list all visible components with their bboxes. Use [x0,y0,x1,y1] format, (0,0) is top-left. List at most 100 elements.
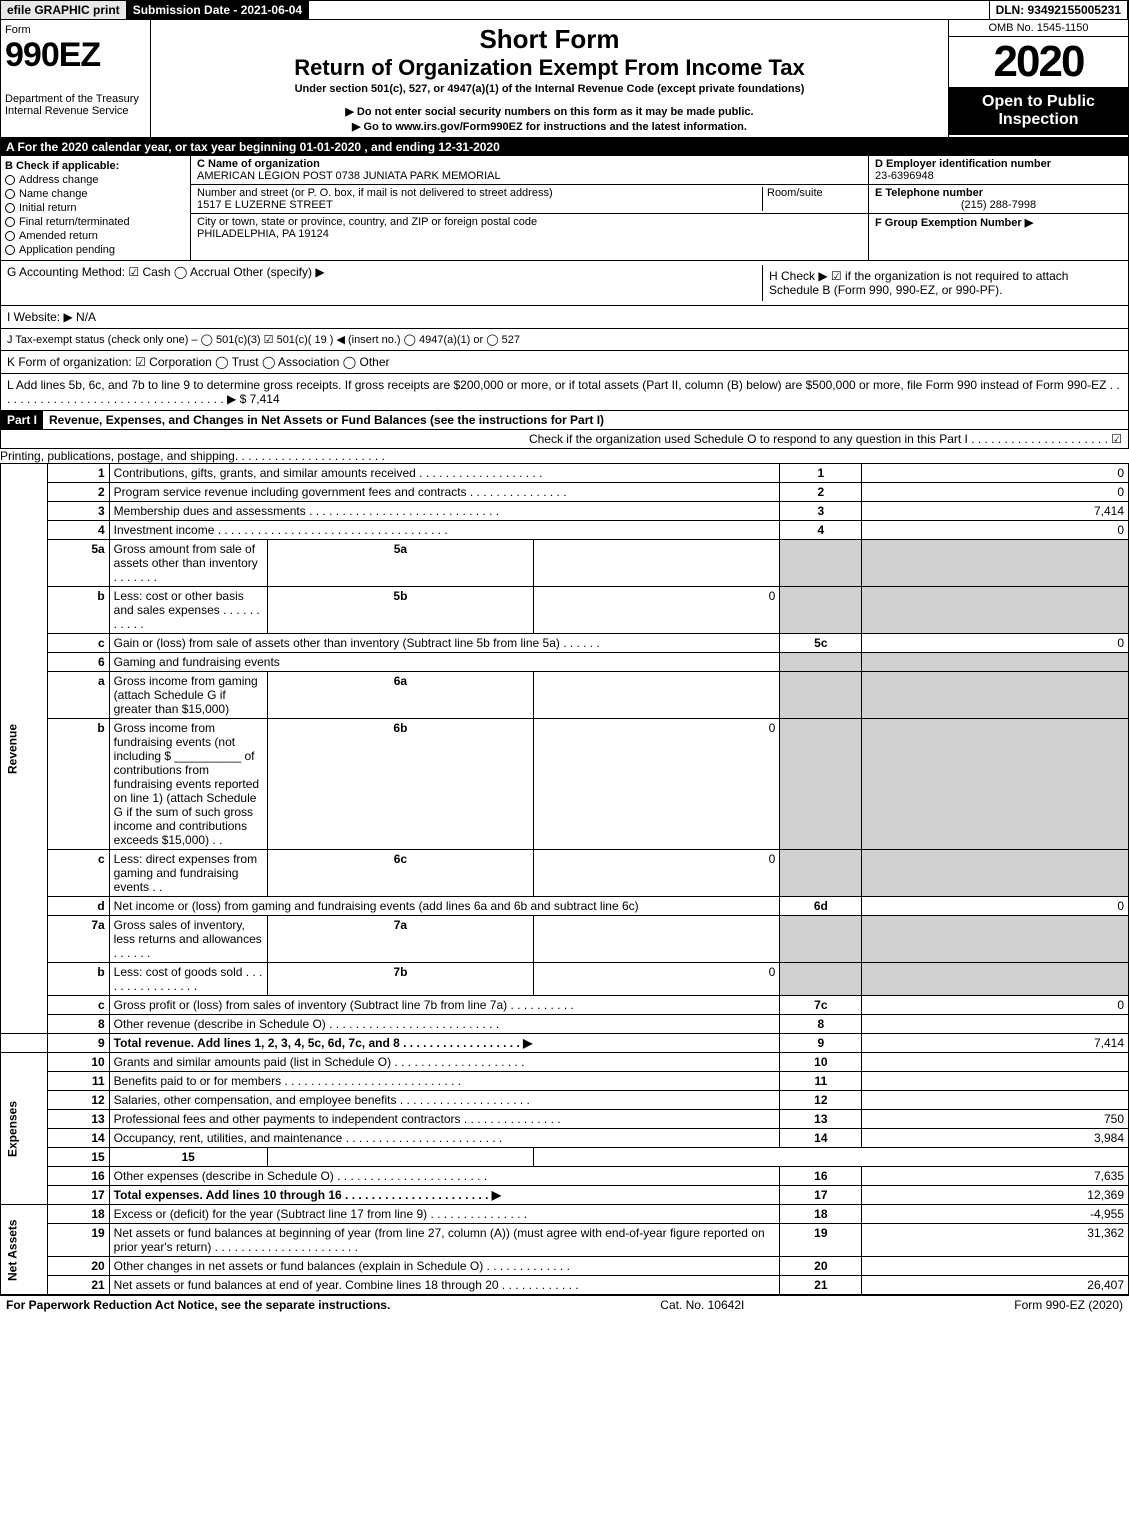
l18-col: 18 [780,1205,862,1224]
l17-col: 17 [780,1186,862,1205]
l5a-desc: Gross amount from sale of assets other t… [109,540,267,587]
l12-num: 12 [48,1091,110,1110]
b-opt-amended-label: Amended return [19,230,98,242]
l12-desc: Salaries, other compensation, and employ… [109,1091,780,1110]
l7b-desc: Less: cost of goods sold . . . . . . . .… [109,963,267,996]
l14-col: 14 [780,1129,862,1148]
l19-desc: Net assets or fund balances at beginning… [109,1224,780,1257]
l21-amt: 26,407 [862,1276,1129,1295]
l20-amt [862,1257,1129,1276]
l9-desc: Total revenue. Add lines 1, 2, 3, 4, 5c,… [109,1034,780,1053]
l18-num: 18 [48,1205,110,1224]
goto-link[interactable]: ▶ Go to www.irs.gov/Form990EZ for instru… [159,120,940,133]
l13-col: 13 [780,1110,862,1129]
l7a-desc: Gross sales of inventory, less returns a… [109,916,267,963]
l6d-amt: 0 [862,897,1129,916]
org-street: 1517 E LUZERNE STREET [197,199,333,211]
b-opt-initial[interactable]: Initial return [5,202,186,214]
b-opt-address[interactable]: Address change [5,174,186,186]
l6b-desc: Gross income from fundraising events (no… [109,719,267,850]
l7a-shade [780,916,862,963]
l6d-desc: Net income or (loss) from gaming and fun… [109,897,780,916]
footer-right: Form 990-EZ (2020) [1014,1298,1123,1312]
b-opt-amended[interactable]: Amended return [5,230,186,242]
submission-date: Submission Date - 2021-06-04 [127,1,309,19]
short-form-title: Short Form [159,24,940,55]
l7c-amt: 0 [862,996,1129,1015]
l7b-num: b [48,963,110,996]
l5c-col: 5c [780,634,862,653]
l21-num: 21 [48,1276,110,1295]
b-opt-pending[interactable]: Application pending [5,244,186,256]
line-j: J Tax-exempt status (check only one) – ◯… [0,329,1129,351]
l5a-shade [780,540,862,587]
b-opt-final[interactable]: Final return/terminated [5,216,186,228]
l14-amt: 3,984 [862,1129,1129,1148]
l5b-boxval: 0 [534,587,780,634]
line-l: L Add lines 5b, 6c, and 7b to line 9 to … [0,374,1129,411]
footer: For Paperwork Reduction Act Notice, see … [0,1295,1129,1314]
l6c-num: c [48,850,110,897]
l5c-desc: Gain or (loss) from sale of assets other… [109,634,780,653]
l6-num: 6 [48,653,110,672]
l5a-amt-shade [862,540,1129,587]
l11-amt [862,1072,1129,1091]
l8-col: 8 [780,1015,862,1034]
l2-amt: 0 [862,483,1129,502]
l17-amt: 12,369 [862,1186,1129,1205]
l3-num: 3 [48,502,110,521]
l15-col: 15 [109,1148,267,1167]
financial-table: Revenue 1 Contributions, gifts, grants, … [0,463,1129,1295]
l5c-num: c [48,634,110,653]
form-number: 990EZ [5,36,146,75]
l1-desc: Contributions, gifts, grants, and simila… [109,464,780,483]
l16-desc: Other expenses (describe in Schedule O) … [109,1167,780,1186]
l6c-box: 6c [267,850,534,897]
l6a-desc: Gross income from gaming (attach Schedul… [109,672,267,719]
l19-amt: 31,362 [862,1224,1129,1257]
b-opt-final-label: Final return/terminated [19,216,130,228]
l7b-box: 7b [267,963,534,996]
l1-col: 1 [780,464,862,483]
section-d-e-f: D Employer identification number 23-6396… [868,156,1128,260]
omb-number: OMB No. 1545-1150 [949,20,1128,37]
l10-col: 10 [780,1053,862,1072]
g-h-block: G Accounting Method: ☑ Cash ◯ Accrual Ot… [0,261,1129,306]
l10-desc: Grants and similar amounts paid (list in… [109,1053,780,1072]
open-inspection: Open to Public Inspection [949,87,1128,135]
l3-col: 3 [780,502,862,521]
c-name-label: C Name of organization [197,158,320,170]
l7b-amt-shade [862,963,1129,996]
b-opt-initial-label: Initial return [19,202,76,214]
part1-title: Revenue, Expenses, and Changes in Net As… [43,411,610,429]
l5b-desc: Less: cost or other basis and sales expe… [109,587,267,634]
part1-checkline: Check if the organization used Schedule … [0,430,1129,449]
l7a-num: 7a [48,916,110,963]
l19-num: 19 [48,1224,110,1257]
l3-amt: 7,414 [862,502,1129,521]
l5a-box: 5a [267,540,534,587]
l5b-box: 5b [267,587,534,634]
l21-col: 21 [780,1276,862,1295]
l5b-shade [780,587,862,634]
l15-num: 15 [48,1148,110,1167]
header-center: Short Form Return of Organization Exempt… [151,20,948,137]
netassets-section-label: Net Assets [1,1205,48,1295]
l17-num: 17 [48,1186,110,1205]
l17-desc: Total expenses. Add lines 10 through 16 … [109,1186,780,1205]
l7b-boxval: 0 [534,963,780,996]
org-name: AMERICAN LEGION POST 0738 JUNIATA PARK M… [197,170,501,182]
l20-col: 20 [780,1257,862,1276]
block-b-to-f: B Check if applicable: Address change Na… [0,156,1129,261]
l18-amt: -4,955 [862,1205,1129,1224]
l5b-num: b [48,587,110,634]
b-opt-name[interactable]: Name change [5,188,186,200]
section-b: B Check if applicable: Address change Na… [1,156,191,260]
l14-desc: Occupancy, rent, utilities, and maintena… [109,1129,780,1148]
l4-num: 4 [48,521,110,540]
l6b-num: b [48,719,110,850]
l15-amt [267,1148,534,1167]
efile-print-label[interactable]: efile GRAPHIC print [1,1,127,19]
footer-left: For Paperwork Reduction Act Notice, see … [6,1298,390,1312]
l13-amt: 750 [862,1110,1129,1129]
